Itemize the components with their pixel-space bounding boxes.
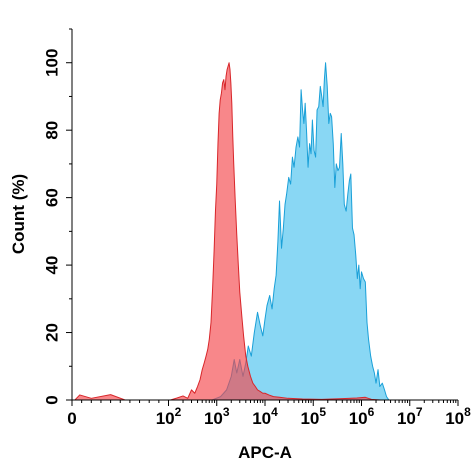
- x-axis-title: APC-A: [238, 443, 292, 462]
- x-tick-label: 103: [204, 405, 230, 428]
- series-layer: [72, 62, 390, 400]
- y-axis-title: Count (%): [9, 174, 28, 254]
- y-tick-label: 40: [43, 256, 62, 275]
- x-tick-label: 0: [67, 409, 76, 428]
- axes-layer: 0 20 40 60 80 100 0 102 103 104 105 106 107 108: [43, 28, 471, 428]
- x-tick-label: 104: [252, 405, 278, 428]
- y-tick-label: 80: [43, 121, 62, 140]
- series-1-area: [72, 62, 382, 400]
- x-tick-label: 102: [156, 405, 182, 428]
- x-tick-label: 106: [349, 405, 375, 428]
- y-tick-label: 60: [43, 188, 62, 207]
- series-0-area: [211, 62, 390, 400]
- x-tick-label: 108: [445, 405, 471, 428]
- y-tick-label: 20: [43, 323, 62, 342]
- x-tick-label: 105: [300, 405, 326, 428]
- x-tick-label: 107: [397, 405, 423, 428]
- y-tick-label: 100: [43, 49, 62, 77]
- y-tick-label: 0: [43, 395, 62, 404]
